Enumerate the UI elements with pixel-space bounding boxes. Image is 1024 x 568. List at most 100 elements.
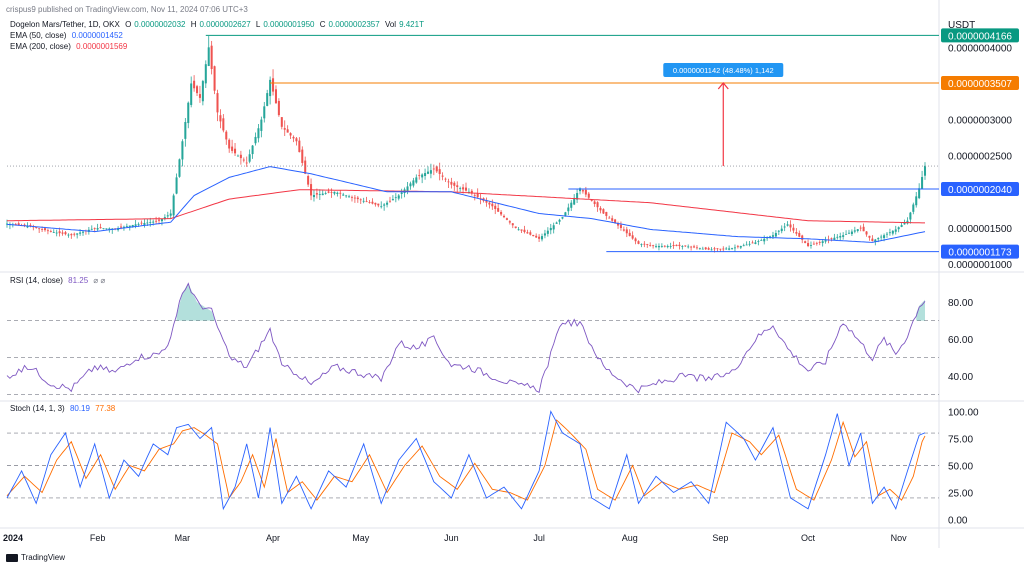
candle-body [830, 238, 833, 240]
candle-body [567, 207, 570, 212]
candle-body [646, 244, 649, 246]
tradingview-logo-icon [6, 553, 18, 562]
level-tag-text: 0.0000004166 [948, 31, 1012, 42]
candle-body [210, 45, 213, 70]
candle-body [254, 136, 257, 144]
candle-body [441, 175, 444, 177]
candle-body [397, 195, 400, 199]
candle-body [836, 236, 839, 238]
candle-body [842, 235, 845, 237]
candle-body [274, 89, 277, 104]
rsi-pane [6, 282, 939, 395]
candle-body [333, 191, 336, 194]
candle-body [231, 146, 234, 151]
candle-body [798, 232, 801, 237]
candle-body [38, 228, 41, 230]
candle-body [152, 221, 155, 223]
candle-body [245, 162, 248, 164]
rsi-value: 81.25 [68, 276, 89, 285]
high-value: 0.0000002627 [199, 20, 251, 29]
candle-body [792, 227, 795, 231]
candle-body [888, 232, 891, 234]
candle-body [415, 177, 418, 183]
stoch-d-value: 77.38 [95, 404, 116, 413]
stoch-legend[interactable]: Stoch (14, 1, 3) 80.19 77.38 [10, 404, 118, 414]
candle-body [684, 245, 687, 247]
candle-body [543, 233, 546, 236]
candle-body [99, 227, 102, 229]
candle-body [815, 242, 818, 244]
candle-body [467, 191, 470, 193]
stoch-tick-label: 50.00 [948, 462, 973, 473]
symbol-legend: Dogelon Mars/Tether, 1D, OKX O 0.00000020… [10, 20, 427, 30]
candle-body [824, 240, 827, 242]
level-tag-text: 0.0000002040 [948, 185, 1012, 196]
candle-body [690, 246, 693, 248]
candle-body [67, 234, 70, 236]
candle-body [70, 234, 73, 236]
candle-body [438, 169, 441, 175]
candle-body [517, 229, 520, 231]
candle-body [555, 222, 558, 224]
level-tag-text: 0.0000003507 [948, 79, 1012, 90]
candle-body [76, 233, 79, 235]
ema200-label: EMA (200, close) [10, 42, 71, 51]
candle-body [35, 226, 38, 228]
ema200-legend[interactable]: EMA (200, close) 0.0000001569 [10, 42, 130, 52]
candle-body [745, 244, 748, 246]
candle-body [581, 190, 584, 192]
candle-body [634, 238, 637, 242]
candle-body [464, 187, 468, 191]
open-label: O [125, 20, 132, 29]
candle-body [918, 188, 921, 199]
candle-body [193, 80, 196, 89]
candle-body [444, 178, 447, 180]
candle-body [578, 188, 582, 192]
candle-body [122, 226, 125, 228]
ema50-value: 0.0000001452 [71, 31, 123, 40]
price-tick-label: 0.0000001500 [948, 224, 1012, 235]
candle-body [160, 218, 163, 222]
candle-body [652, 245, 655, 247]
candle-body [584, 189, 587, 195]
candle-body [617, 223, 620, 226]
candle-body [558, 219, 561, 222]
candle-body [693, 246, 696, 248]
rsi-line [6, 282, 926, 394]
price-tick-label: 0.0000002500 [948, 152, 1012, 163]
candle-body [108, 228, 111, 230]
time-tick-label: Aug [622, 533, 638, 543]
tradingview-branding[interactable]: TradingView [6, 553, 65, 562]
candle-body [105, 228, 108, 230]
candle-body [196, 86, 199, 94]
candle-body [353, 197, 356, 199]
candle-body [342, 194, 345, 196]
candle-body [877, 238, 880, 240]
rsi-legend[interactable]: RSI (14, close) 81.25 ⌀ ⌀ [10, 276, 108, 286]
candle-body [73, 233, 76, 235]
candle-body [356, 197, 359, 200]
candle-body [511, 223, 514, 226]
candle-body [421, 174, 424, 178]
candle-body [43, 228, 47, 231]
candle-body [786, 224, 789, 226]
candle-body [874, 239, 877, 242]
ema50-legend[interactable]: EMA (50, close) 0.0000001452 [10, 31, 126, 41]
symbol-name[interactable]: Dogelon Mars/Tether, 1D, OKX [10, 20, 120, 29]
candle-body [491, 203, 494, 207]
candle-body [576, 193, 579, 200]
candle-body [400, 192, 403, 194]
candle-body [619, 224, 622, 228]
candle-body [722, 248, 725, 250]
candle-body [388, 200, 392, 202]
time-tick-label: May [352, 533, 370, 543]
candle-body [409, 183, 412, 187]
candle-body [29, 225, 32, 227]
candle-body [640, 244, 643, 246]
candle-body [260, 119, 263, 131]
candle-body [476, 193, 479, 198]
candle-body [184, 122, 187, 139]
candle-body [327, 191, 330, 193]
candle-body [470, 190, 473, 194]
